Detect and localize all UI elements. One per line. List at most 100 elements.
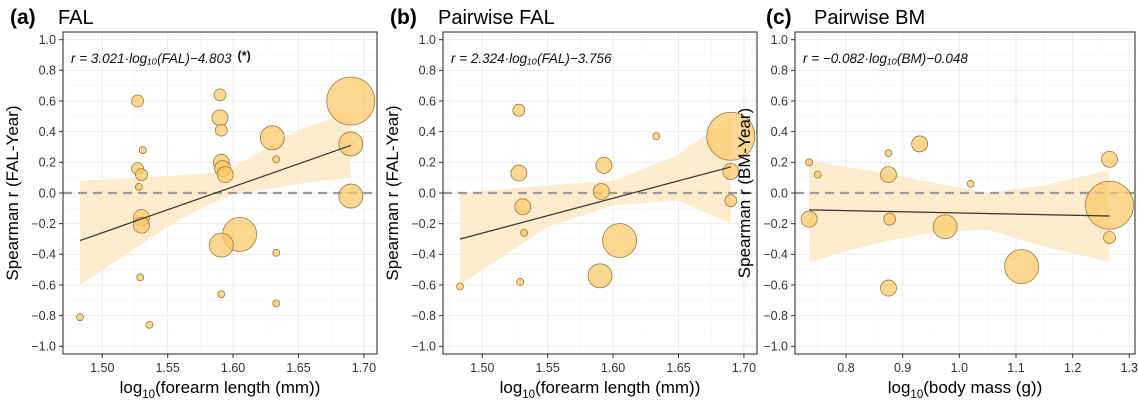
- data-point-13: [724, 194, 738, 208]
- y-tick-label: 0.4: [39, 125, 56, 139]
- y-tick-label: 0.6: [771, 94, 788, 108]
- x-tick-label: 1.60: [601, 361, 625, 375]
- data-point-11: [1101, 150, 1118, 168]
- panel-title: Pairwise BM: [814, 7, 925, 29]
- x-tick-label: 1.60: [221, 361, 245, 375]
- data-point-2: [510, 164, 528, 182]
- data-point-25: [338, 183, 364, 209]
- x-axis-title-rest: (forearm length (mm)): [535, 378, 700, 397]
- confidence-band: [80, 111, 351, 285]
- data-point-24: [338, 131, 364, 157]
- y-tick-label: 0.4: [771, 125, 788, 139]
- y-tick-label: 0.0: [39, 186, 56, 200]
- y-tick-label: 0.8: [771, 64, 788, 78]
- y-tick-label: 0.2: [419, 156, 436, 170]
- regression-line: [79, 144, 352, 242]
- data-point-0: [76, 313, 84, 322]
- regression-equation-text: r = −0.082·log₁₀(BM)−0.048: [803, 51, 968, 66]
- y-tick-label: 0.2: [771, 156, 788, 170]
- y-tick-label: −0.2: [31, 217, 56, 231]
- x-tick-label: 1.65: [286, 361, 310, 375]
- y-tick-label: −0.8: [31, 309, 56, 323]
- x-axis-title-sub: 10: [142, 389, 155, 401]
- data-point-7: [595, 156, 613, 174]
- data-point-5: [138, 146, 147, 154]
- y-tick-label: −0.6: [411, 278, 436, 292]
- y-tick-label: −0.4: [411, 248, 436, 262]
- regression-equation: r = 2.324·log₁₀(FAL)−3.756: [451, 51, 612, 66]
- data-point-12: [1103, 231, 1116, 244]
- data-point-0: [805, 158, 814, 167]
- data-point-1: [512, 103, 526, 117]
- data-point-4: [880, 166, 897, 184]
- x-axis-title-sub: 10: [910, 389, 923, 401]
- y-tick-label: 0.2: [39, 156, 56, 170]
- regression-equation-text: r = 2.324·log₁₀(FAL)−3.756: [451, 51, 612, 66]
- data-point-7: [911, 135, 929, 153]
- x-tick-label: 1.70: [352, 361, 376, 375]
- y-tick-label: −0.6: [763, 278, 788, 292]
- chart-panel-b: −1.0 −0.8 −0.6 −0.4 −0.2 0.0 0.2 0.4 0.6 0.8 1.0 1.…: [383, 6, 758, 401]
- y-tick-label: −0.6: [31, 278, 56, 292]
- regression-line: [459, 166, 731, 240]
- y-axis-title: Spearman r (FAL-Year): [3, 105, 22, 280]
- chart-panel-c: −1.0 −0.8 −0.6 −0.4 −0.2 0.0 0.2 0.4 0.6 0.8 1.0 0.…: [735, 6, 1138, 401]
- data-point-12: [214, 123, 228, 137]
- significance-marker: (*): [238, 49, 251, 63]
- x-tick-label: 1.50: [90, 361, 114, 375]
- data-point-3: [516, 278, 525, 286]
- data-point-8: [932, 214, 958, 240]
- y-tick-label: 0.4: [419, 125, 436, 139]
- data-point-0: [456, 282, 464, 291]
- x-tick-label: 1.55: [535, 361, 559, 375]
- data-point-2: [813, 170, 822, 179]
- y-tick-label: −1.0: [31, 340, 56, 354]
- data-point-9: [966, 179, 975, 188]
- x-tick-label: 1.65: [666, 361, 690, 375]
- data-point-22: [272, 299, 281, 308]
- data-point-3: [134, 182, 143, 191]
- data-point-5: [520, 228, 529, 237]
- panel-letter: (c): [766, 6, 792, 29]
- data-point-1: [800, 210, 818, 228]
- regression-equation-text: r = 3.021·log₁₀(FAL)−4.803: [71, 51, 232, 66]
- x-tick-label: 1.3: [1121, 361, 1138, 375]
- data-point-23: [326, 76, 376, 126]
- x-axis-title: log10(forearm length (mm)): [120, 378, 321, 401]
- data-point-10: [1004, 249, 1040, 285]
- y-tick-label: −0.4: [31, 248, 56, 262]
- data-point-6: [880, 279, 897, 297]
- x-tick-label: 0.8: [837, 361, 854, 375]
- data-point-8: [133, 216, 150, 234]
- chart-panel-a: −1.0 −0.8 −0.6 −0.4 −0.2 0.0 0.2 0.4 0.6 0.8 1.0 1.…: [3, 6, 378, 401]
- data-point-13: [217, 290, 226, 299]
- x-axis-title-log: log: [888, 378, 911, 397]
- data-points: [76, 76, 376, 329]
- regression-line: [809, 209, 1110, 217]
- panel-title: FAL: [58, 7, 94, 29]
- x-axis-title-log: log: [120, 378, 143, 397]
- data-point-1: [131, 94, 144, 108]
- data-point-6: [135, 168, 148, 182]
- data-points: [456, 103, 756, 291]
- y-tick-label: −0.8: [411, 309, 436, 323]
- y-tick-label: 0.8: [39, 64, 56, 78]
- data-point-19: [259, 125, 285, 151]
- y-tick-label: −0.4: [763, 248, 788, 262]
- data-point-13: [1085, 180, 1134, 230]
- data-point-17: [208, 232, 234, 258]
- x-axis-title-log: log: [500, 378, 523, 397]
- data-point-10: [652, 132, 661, 141]
- regression-equation: r = 3.021·log₁₀(FAL)−4.803 (*): [71, 49, 251, 66]
- y-tick-label: 0.8: [419, 64, 436, 78]
- x-tick-label: 1.50: [470, 361, 494, 375]
- panel-letter: (b): [390, 6, 417, 29]
- x-axis-title-sub: 10: [522, 389, 535, 401]
- data-point-11: [706, 111, 756, 161]
- x-tick-label: 0.9: [894, 361, 911, 375]
- confidence-band: [809, 160, 1110, 262]
- data-points: [800, 135, 1134, 297]
- panel-letter: (a): [10, 6, 36, 29]
- data-point-9: [145, 320, 154, 329]
